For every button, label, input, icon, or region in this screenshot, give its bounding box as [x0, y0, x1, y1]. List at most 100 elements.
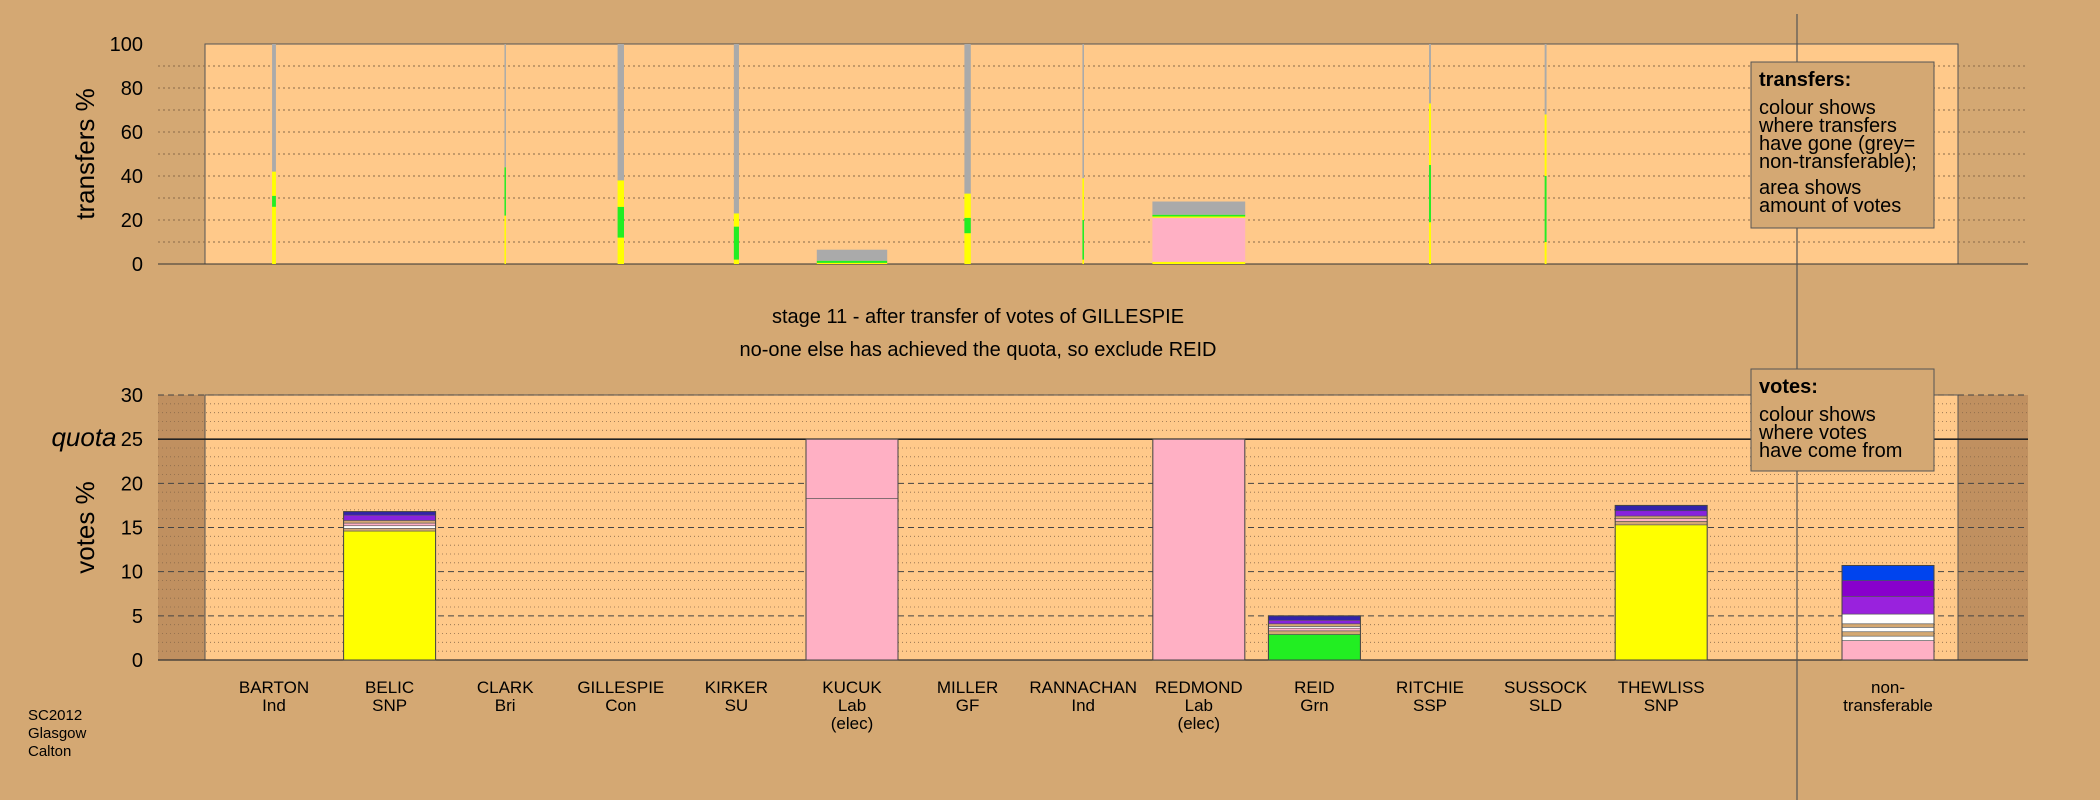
transfers-legend-line: amount of votes	[1759, 195, 1901, 217]
votes-y-tick: 15	[121, 518, 143, 540]
transfer-segment	[504, 215, 506, 264]
candidate-party: Ind	[262, 696, 286, 715]
transfer-segment	[1152, 217, 1246, 262]
candidate-note: (elec)	[831, 714, 874, 733]
transfer-segment	[272, 206, 276, 264]
vote-segment	[1268, 615, 1361, 621]
transfer-segment	[1544, 44, 1547, 115]
nontransferable-label: non-	[1871, 678, 1905, 697]
stage-title: stage 11 - after transfer of votes of GI…	[772, 306, 1184, 328]
votes-y-tick: 30	[121, 385, 143, 407]
candidate-name: REID	[1294, 678, 1335, 697]
vote-segment	[343, 514, 436, 521]
candidate-party: SNP	[372, 696, 407, 715]
transfer-segment	[1082, 178, 1084, 220]
candidate-name: THEWLISS	[1618, 678, 1705, 697]
vote-segment	[1841, 635, 1935, 641]
candidate-party: SU	[725, 696, 749, 715]
transfer-segment	[1429, 44, 1431, 104]
vote-bar-outline	[1152, 438, 1246, 661]
transfers-legend-line: area shows	[1759, 177, 1861, 199]
transfer-segment	[1152, 261, 1246, 264]
candidate-name: REDMOND	[1155, 678, 1243, 697]
candidate-party: SLD	[1529, 696, 1562, 715]
vote-segment	[343, 528, 436, 532]
votes-legend-line: have come from	[1759, 440, 1902, 462]
candidate-name: RANNACHAN	[1029, 678, 1137, 697]
vote-segment	[1268, 634, 1361, 661]
transfer-segment	[272, 171, 276, 196]
vote-segment	[1841, 640, 1935, 661]
transfer-segment	[733, 226, 739, 260]
votes-y-tick: 25	[121, 429, 143, 451]
candidate-party: Con	[605, 696, 636, 715]
transfer-segment	[1544, 114, 1547, 176]
votes-y-tick: 5	[132, 606, 143, 628]
candidate-party: SNP	[1644, 696, 1679, 715]
vote-segment	[1841, 623, 1935, 628]
transfer-segment	[1544, 176, 1547, 242]
transfer-segment	[1429, 165, 1431, 223]
transfers-legend-line: colour shows	[1759, 97, 1876, 119]
vote-segment	[1268, 630, 1361, 635]
transfers-y-tick: 40	[121, 166, 143, 188]
footer-line-1: SC2012	[28, 707, 82, 724]
candidate-party: Bri	[495, 696, 516, 715]
vote-segment	[1841, 580, 1935, 597]
candidate-party: Lab	[1185, 696, 1213, 715]
transfer-segment	[617, 180, 624, 207]
transfer-segment	[1152, 216, 1246, 218]
candidate-party: Grn	[1300, 696, 1328, 715]
votes-legend-box	[1750, 368, 1935, 472]
candidate-party: SSP	[1413, 696, 1447, 715]
votes-y-tick: 20	[121, 473, 143, 495]
transfers-legend-line: non-transferable);	[1759, 151, 1917, 173]
transfers-legend-line: have gone (grey=	[1759, 133, 1915, 155]
vote-segment	[1614, 521, 1708, 526]
votes-legend-title: votes:	[1759, 376, 1818, 398]
vote-bar-outline	[805, 438, 899, 661]
candidate-name: RITCHIE	[1396, 678, 1464, 697]
vote-segment	[1268, 619, 1361, 625]
vote-segment	[343, 530, 436, 661]
vote-segment	[1614, 510, 1708, 517]
transfer-segment	[733, 213, 739, 227]
transfer-segment	[964, 233, 971, 264]
vote-segment	[1841, 627, 1935, 633]
footer-line-3: Calton	[28, 743, 71, 760]
transfers-y-tick: 100	[110, 34, 143, 56]
candidate-name: SUSSOCK	[1504, 678, 1588, 697]
transfer-segment	[1544, 242, 1547, 264]
transfer-segment	[1082, 220, 1084, 260]
votes-y-tick: 0	[132, 650, 143, 672]
transfers-y-tick: 20	[121, 210, 143, 232]
candidate-note: (elec)	[1178, 714, 1221, 733]
transfer-segment	[816, 249, 888, 261]
transfers-y-label: transfers %	[70, 88, 100, 220]
transfer-segment	[272, 44, 276, 172]
transfer-segment	[1082, 259, 1084, 264]
vote-segment	[1841, 565, 1935, 581]
vote-segment	[1614, 505, 1708, 512]
vote-segment	[343, 525, 436, 529]
vote-bar-outline	[1614, 504, 1708, 661]
vote-segment	[1614, 518, 1708, 522]
vote-segment	[1614, 515, 1708, 519]
transfer-segment	[1429, 222, 1431, 264]
transfer-segment	[1152, 201, 1246, 215]
transfer-segment	[504, 44, 506, 168]
transfers-plot-area	[204, 43, 1959, 265]
transfer-segment	[733, 44, 739, 214]
transfer-segment	[617, 44, 624, 181]
transfer-segment	[617, 206, 624, 238]
transfer-segment	[964, 44, 971, 194]
vote-segment	[1268, 623, 1361, 627]
candidate-name: BELIC	[365, 678, 414, 697]
vote-segment	[343, 522, 436, 527]
candidate-party: Ind	[1071, 696, 1095, 715]
candidate-name: KIRKER	[705, 678, 768, 697]
transfer-segment	[272, 195, 276, 207]
transfer-segment	[617, 237, 624, 264]
